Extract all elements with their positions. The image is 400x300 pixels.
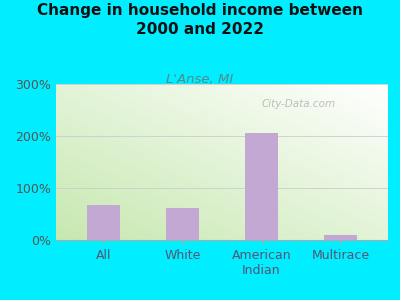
Bar [87, 205, 120, 240]
Text: L'Anse, MI: L'Anse, MI [166, 74, 234, 86]
Bar [166, 208, 199, 240]
Bar [245, 134, 278, 240]
Bar [324, 235, 357, 240]
Text: Change in household income between
2000 and 2022: Change in household income between 2000 … [37, 3, 363, 37]
Text: City-Data.com: City-Data.com [261, 99, 336, 109]
